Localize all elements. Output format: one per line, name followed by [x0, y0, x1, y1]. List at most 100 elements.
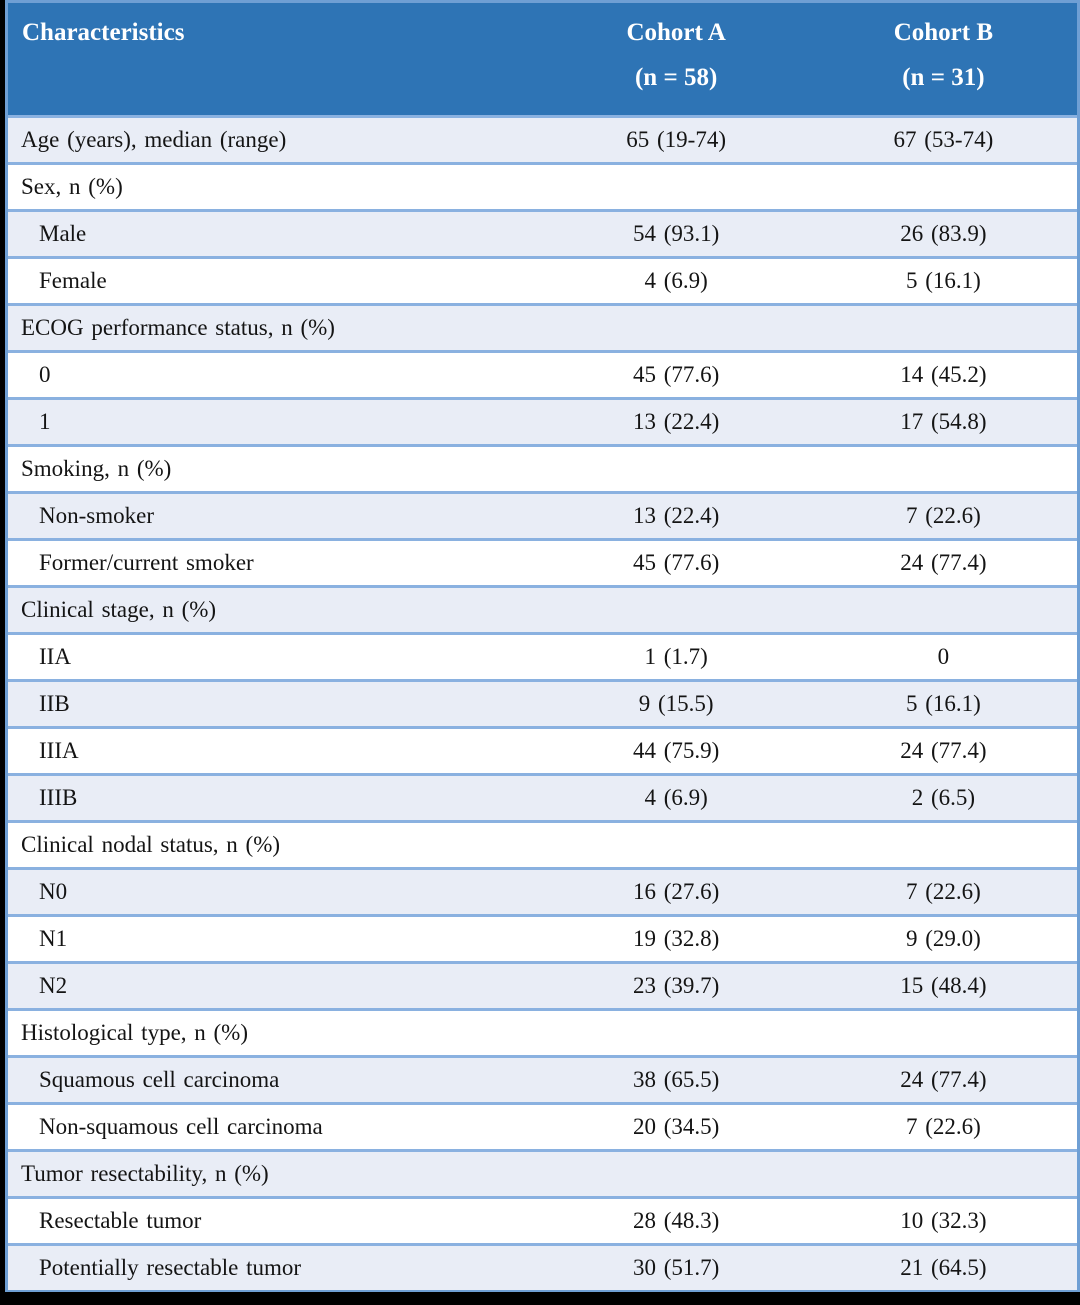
table-row: N0 16 (27.6) 7 (22.6): [8, 867, 1077, 916]
row-label-cell: Potentially resectable tumor: [8, 1243, 543, 1290]
cohort-a-value-cell: [542, 303, 810, 352]
left-black-edge: [0, 0, 5, 1305]
row-label-cell: Clinical nodal status, n (%): [8, 820, 543, 869]
cohort-b-value-cell: 10 (32.3): [809, 1196, 1077, 1245]
table-row: Clinical nodal status, n (%): [8, 820, 1077, 869]
table-row: IIIA 44 (75.9) 24 (77.4): [8, 726, 1077, 775]
table-row: Non-squamous cell carcinoma 20 (34.5) 7 …: [8, 1102, 1077, 1151]
cohort-b-value-cell: 14 (45.2): [809, 350, 1077, 399]
row-label-cell: IIA: [8, 632, 543, 681]
row-label-cell: Male: [8, 209, 543, 258]
cohort-b-value-cell: 5 (16.1): [809, 679, 1077, 728]
cohort-b-value-cell: 7 (22.6): [809, 867, 1077, 916]
table-row: Male 54 (93.1) 26 (83.9): [8, 209, 1077, 258]
cohort-b-value-cell: [809, 820, 1077, 869]
cohort-b-value-cell: 9 (29.0): [809, 914, 1077, 963]
table-row: Former/current smoker 45 (77.6) 24 (77.4…: [8, 538, 1077, 587]
table-row: Age (years), median (range) 65 (19-74) 6…: [8, 115, 1077, 164]
table-row: IIIB 4 (6.9) 2 (6.5): [8, 773, 1077, 822]
bottom-black-bar: [0, 1292, 1080, 1305]
row-label-cell: Squamous cell carcinoma: [8, 1055, 543, 1104]
cohort-a-value-cell: [542, 1149, 810, 1198]
row-label-cell: IIIB: [8, 773, 543, 822]
row-label-cell: Former/current smoker: [8, 538, 543, 587]
cohort-a-value-cell: 13 (22.4): [542, 491, 810, 540]
cohort-b-value-cell: 5 (16.1): [809, 256, 1077, 305]
cohort-b-value-cell: [809, 162, 1077, 211]
table-row: N2 23 (39.7) 15 (48.4): [8, 961, 1077, 1010]
table-row: Non-smoker 13 (22.4) 7 (22.6): [8, 491, 1077, 540]
row-label-cell: Sex, n (%): [8, 162, 543, 211]
cohort-a-value-cell: 1 (1.7): [542, 632, 810, 681]
cohort-b-value-cell: 17 (54.8): [809, 397, 1077, 446]
row-label-cell: Non-smoker: [8, 491, 543, 540]
cohort-a-value-cell: 19 (32.8): [542, 914, 810, 963]
table-row: Resectable tumor 28 (48.3) 10 (32.3): [8, 1196, 1077, 1245]
table-row: IIA 1 (1.7) 0: [8, 632, 1077, 681]
characteristics-table-container: Characteristics Cohort A (n = 58) Cohort…: [5, 0, 1080, 1292]
table-row: Clinical stage, n (%): [8, 585, 1077, 634]
header-cell-characteristics: Characteristics: [8, 3, 543, 117]
row-label-cell: 1: [8, 397, 543, 446]
row-label-cell: N0: [8, 867, 543, 916]
cohort-b-value-cell: 26 (83.9): [809, 209, 1077, 258]
row-label-cell: Clinical stage, n (%): [8, 585, 543, 634]
cohort-a-value-cell: 38 (65.5): [542, 1055, 810, 1104]
header-row: Characteristics Cohort A (n = 58) Cohort…: [8, 3, 1077, 117]
table-row: Sex, n (%): [8, 162, 1077, 211]
cohort-b-value-cell: 7 (22.6): [809, 1102, 1077, 1151]
header-cell-cohort-b: Cohort B (n = 31): [809, 3, 1077, 117]
cohort-b-value-cell: 21 (64.5): [809, 1243, 1077, 1290]
table-row: 0 45 (77.6) 14 (45.2): [8, 350, 1077, 399]
cohort-a-value-cell: 9 (15.5): [542, 679, 810, 728]
cohort-a-value-cell: 44 (75.9): [542, 726, 810, 775]
table-row: ECOG performance status, n (%): [8, 303, 1077, 352]
cohort-a-value-cell: 4 (6.9): [542, 773, 810, 822]
cohort-b-value-cell: 24 (77.4): [809, 1055, 1077, 1104]
table-row: Smoking, n (%): [8, 444, 1077, 493]
row-label-cell: Female: [8, 256, 543, 305]
cohort-b-value-cell: 24 (77.4): [809, 538, 1077, 587]
table-row: Squamous cell carcinoma 38 (65.5) 24 (77…: [8, 1055, 1077, 1104]
row-label-cell: Age (years), median (range): [8, 115, 543, 164]
table-row: N1 19 (32.8) 9 (29.0): [8, 914, 1077, 963]
cohort-b-value-cell: 24 (77.4): [809, 726, 1077, 775]
cohort-a-value-cell: [542, 444, 810, 493]
row-label-cell: Non-squamous cell carcinoma: [8, 1102, 543, 1151]
table-row: IIB 9 (15.5) 5 (16.1): [8, 679, 1077, 728]
cohort-b-value-cell: [809, 585, 1077, 634]
cohort-a-value-cell: 4 (6.9): [542, 256, 810, 305]
cohort-a-value-cell: 30 (51.7): [542, 1243, 810, 1290]
cohort-a-value-cell: 54 (93.1): [542, 209, 810, 258]
cohort-b-value-cell: [809, 1008, 1077, 1057]
row-label-cell: N2: [8, 961, 543, 1010]
table-row: Potentially resectable tumor 30 (51.7) 2…: [8, 1243, 1077, 1290]
cohort-a-value-cell: [542, 585, 810, 634]
cohort-a-value-cell: 28 (48.3): [542, 1196, 810, 1245]
cohort-a-value-cell: 45 (77.6): [542, 350, 810, 399]
cohort-b-value-cell: 2 (6.5): [809, 773, 1077, 822]
row-label-cell: IIIA: [8, 726, 543, 775]
cohort-a-value-cell: [542, 820, 810, 869]
table-row: Histological type, n (%): [8, 1008, 1077, 1057]
header-cell-cohort-a: Cohort A (n = 58): [542, 3, 810, 117]
table-row: Female 4 (6.9) 5 (16.1): [8, 256, 1077, 305]
cohort-a-value-cell: [542, 1008, 810, 1057]
table-row: 1 13 (22.4) 17 (54.8): [8, 397, 1077, 446]
cohort-b-value-cell: [809, 444, 1077, 493]
cohort-a-value-cell: [542, 162, 810, 211]
cohort-a-value-cell: 65 (19-74): [542, 115, 810, 164]
cohort-b-value-cell: 15 (48.4): [809, 961, 1077, 1010]
row-label-cell: N1: [8, 914, 543, 963]
cohort-a-value-cell: 45 (77.6): [542, 538, 810, 587]
patient-characteristics-table: Characteristics Cohort A (n = 58) Cohort…: [8, 3, 1077, 1290]
row-label-cell: IIB: [8, 679, 543, 728]
cohort-b-value-cell: [809, 1149, 1077, 1198]
cohort-a-value-cell: 23 (39.7): [542, 961, 810, 1010]
cohort-a-title: Cohort A: [626, 19, 726, 46]
cohort-b-value-cell: [809, 303, 1077, 352]
cohort-a-value-cell: 20 (34.5): [542, 1102, 810, 1151]
cohort-b-value-cell: 67 (53-74): [809, 115, 1077, 164]
cohort-a-value-cell: 16 (27.6): [542, 867, 810, 916]
